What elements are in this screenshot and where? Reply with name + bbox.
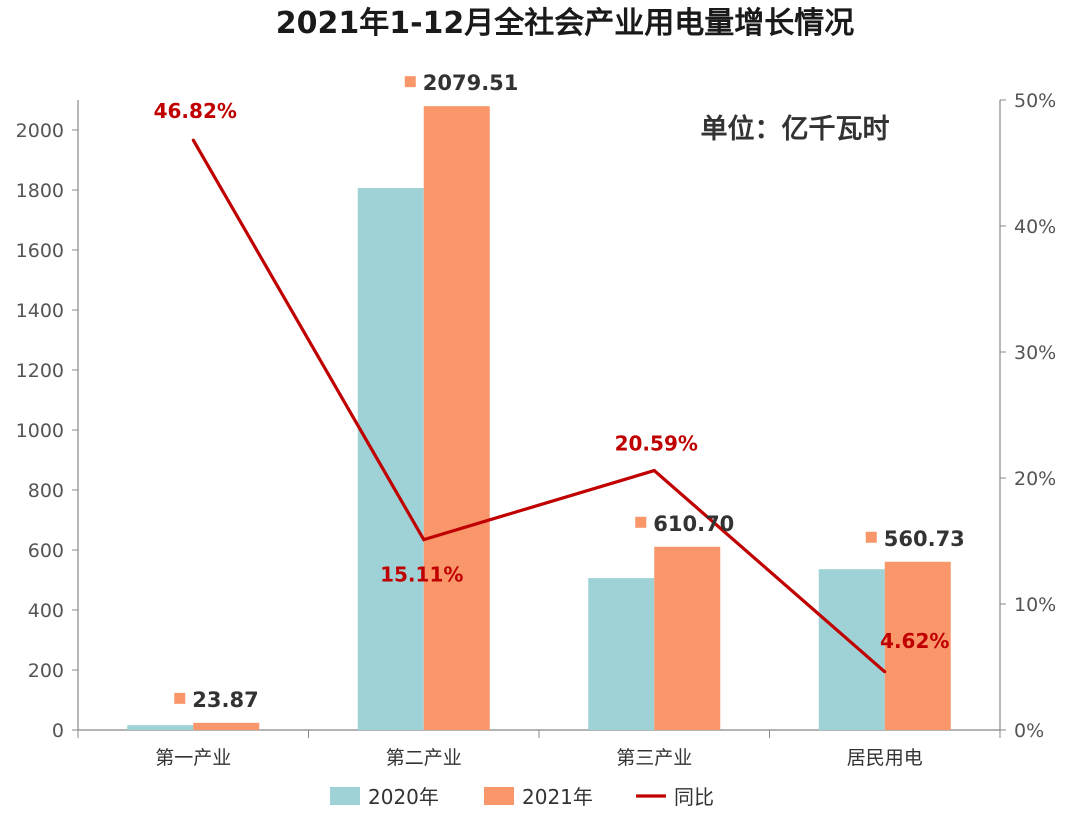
bars-group (127, 106, 951, 731)
left-tick-label: 800 (28, 480, 64, 502)
legend: 2020年 2021年 同比 (330, 785, 714, 809)
left-tick-label: 2000 (16, 120, 64, 142)
axes-group: 0 200 400 600 800 1000 1200 1400 1600 1800 2000 0% 1… (16, 90, 1057, 769)
value-label-marker (635, 516, 647, 528)
x-category-label: 第一产业 (155, 747, 231, 769)
bar-2020 (818, 569, 885, 730)
left-tick-label: 600 (28, 540, 64, 562)
bar-2021 (193, 722, 260, 730)
bar-2021 (423, 106, 490, 731)
value-label-marker (865, 531, 877, 543)
unit-note: 单位：亿千瓦时 (701, 113, 890, 145)
right-tick-label: 30% (1014, 342, 1056, 364)
x-category-label: 居民用电 (847, 747, 923, 769)
right-tick-label: 0% (1014, 720, 1044, 742)
labels-group: 23.87 2079.51 610.70 560.73 46.82% 15.11% 20.5… (154, 71, 965, 712)
yoy-percent-label: 20.59% (615, 432, 698, 456)
legend-2020-swatch (330, 787, 360, 805)
bar-value-label: 560.73 (884, 527, 965, 551)
value-label-marker (404, 76, 416, 88)
bar-2020 (127, 725, 194, 730)
right-tick-label: 50% (1014, 90, 1056, 112)
bar-2021 (884, 561, 951, 730)
legend-yoy-label: 同比 (674, 785, 714, 809)
left-tick-label: 200 (28, 660, 64, 682)
bar-2021 (654, 546, 721, 730)
legend-2021: 2021年 (484, 785, 593, 809)
yoy-point (422, 538, 426, 542)
legend-2021-label: 2021年 (522, 785, 593, 809)
value-label-marker (174, 692, 186, 704)
bar-value-label: 2079.51 (423, 71, 519, 95)
left-tick-label: 1400 (16, 300, 64, 322)
yoy-point (191, 138, 195, 142)
left-tick-label: 1200 (16, 360, 64, 382)
legend-yoy: 同比 (636, 785, 714, 809)
left-tick-label: 0 (52, 720, 64, 742)
yoy-percent-label: 46.82% (154, 99, 237, 123)
yoy-line (191, 139, 886, 673)
yoy-percent-label: 4.62% (880, 629, 949, 653)
left-tick-label: 1000 (16, 420, 64, 442)
bar-2020 (357, 188, 424, 730)
legend-2021-swatch (484, 787, 514, 805)
left-tick-label: 400 (28, 600, 64, 622)
left-tick-label: 1800 (16, 180, 64, 202)
right-tick-label: 20% (1014, 468, 1056, 490)
yoy-line-group (191, 138, 887, 674)
chart-title: 2021年1-12月全社会产业用电量增长情况 (276, 6, 855, 41)
legend-2020: 2020年 (330, 785, 439, 809)
legend-2020-label: 2020年 (368, 785, 439, 809)
x-category-label: 第三产业 (616, 747, 692, 769)
right-tick-label: 10% (1014, 594, 1056, 616)
left-tick-label: 1600 (16, 240, 64, 262)
yoy-point (652, 469, 656, 473)
x-category-label: 第二产业 (386, 747, 462, 769)
bar-value-label: 610.70 (653, 512, 734, 536)
bar-value-label: 23.87 (192, 688, 258, 712)
right-tick-label: 40% (1014, 216, 1056, 238)
yoy-percent-label: 15.11% (380, 563, 463, 587)
yoy-point (883, 670, 887, 674)
bar-2020 (588, 578, 655, 730)
